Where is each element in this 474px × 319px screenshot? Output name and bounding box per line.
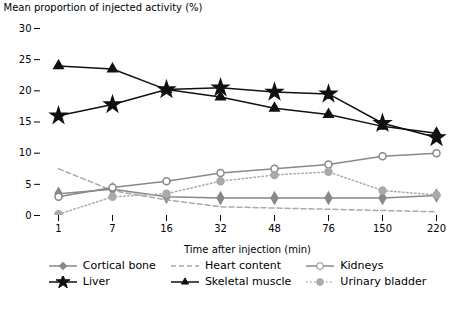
svg-text:32: 32: [214, 223, 227, 234]
svg-text:5: 5: [25, 179, 31, 190]
svg-text:10: 10: [19, 147, 32, 158]
svg-text:48: 48: [268, 223, 281, 234]
svg-text:15: 15: [19, 116, 32, 127]
svg-text:7: 7: [109, 223, 115, 234]
svg-text:150: 150: [373, 223, 392, 234]
svg-text:16: 16: [160, 223, 173, 234]
html-text:Skeletal muscle: Skeletal muscle: [204, 275, 292, 288]
svg-text:Mean proportion of injected ac: Mean proportion of injected activity (%): [4, 2, 203, 13]
html-text:Cortical bone: Cortical bone: [82, 259, 156, 272]
html-text:Liver: Liver: [82, 275, 110, 288]
svg-text:25: 25: [19, 54, 32, 65]
svg-text:220: 220: [427, 223, 446, 234]
svg-text:1: 1: [55, 223, 61, 234]
html-text:Heart content: Heart content: [204, 259, 282, 272]
svg-text:Time after injection (min): Time after injection (min): [183, 244, 311, 255]
svg-text:30: 30: [19, 23, 32, 34]
svg-text:0: 0: [25, 210, 31, 221]
html-text:Kidneys: Kidneys: [340, 259, 384, 272]
svg-text:20: 20: [19, 85, 32, 96]
svg-text:76: 76: [322, 223, 335, 234]
html-text:Urinary bladder: Urinary bladder: [340, 275, 427, 288]
